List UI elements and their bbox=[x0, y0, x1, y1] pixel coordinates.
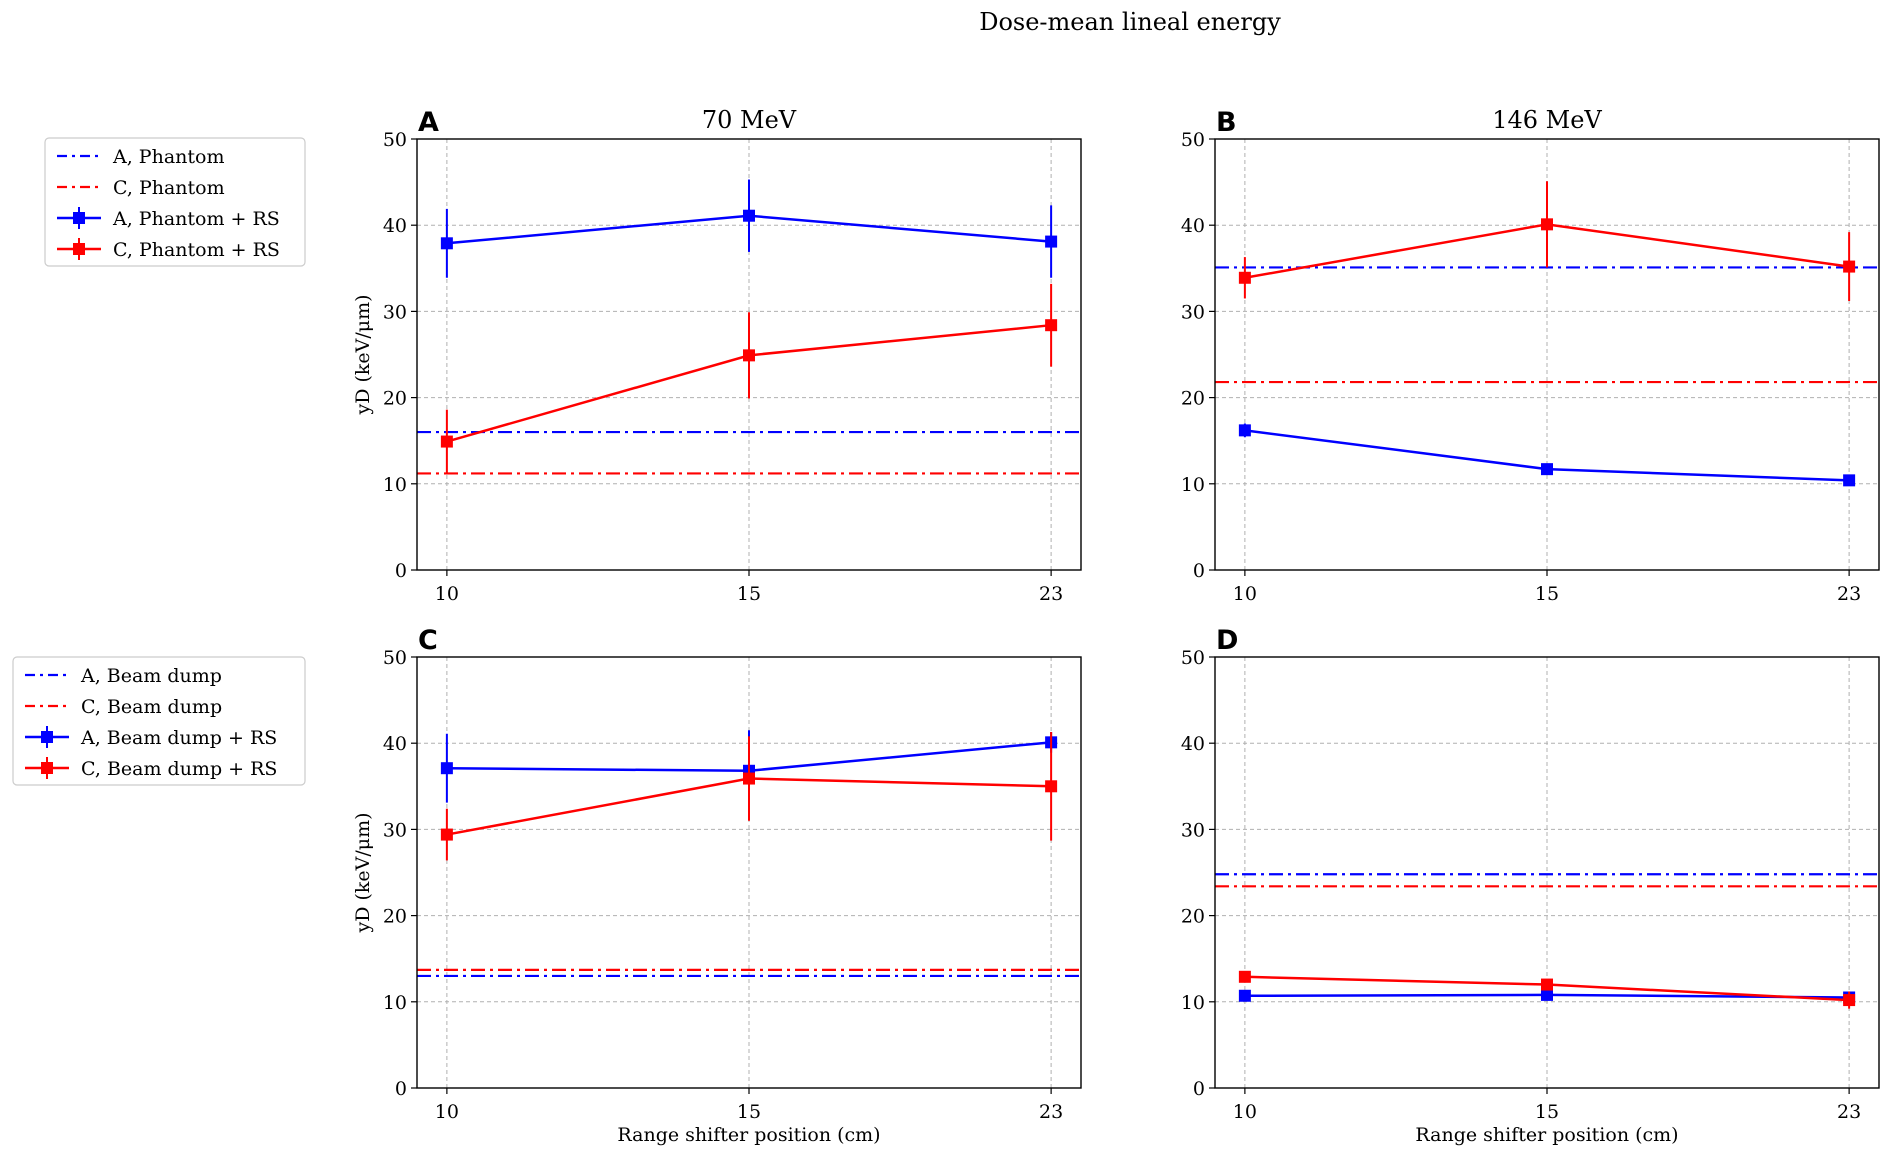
y-tick-label: 20 bbox=[1181, 906, 1205, 928]
y-tick-label: 40 bbox=[1181, 215, 1205, 237]
legend-frame bbox=[44, 137, 306, 267]
data-point bbox=[1541, 218, 1553, 231]
panel-letter: A bbox=[418, 107, 439, 138]
data-point bbox=[1541, 463, 1553, 476]
y-tick-label: 0 bbox=[395, 560, 407, 582]
panel-c: 0 10 20 30 40 50 10 15 23 CyD (keV/μm) Range shift… bbox=[352, 625, 1082, 1146]
y-axis-label: yD (keV/μm) bbox=[352, 294, 374, 415]
panel-letter: D bbox=[1216, 625, 1238, 656]
y-tick-label: 20 bbox=[383, 906, 407, 928]
x-tick-label: 10 bbox=[435, 583, 459, 605]
y-tick-label: 40 bbox=[1181, 733, 1205, 755]
y-tick-label: 30 bbox=[383, 301, 407, 323]
legend-bottom: A, Beam dump C, Beam dump A, Beam dump + R… bbox=[12, 656, 306, 786]
y-tick-label: 30 bbox=[383, 819, 407, 841]
legends: A, Phantom C, Phantom A, Phantom + RS C, Ph… bbox=[12, 137, 306, 786]
x-tick-label: 10 bbox=[1233, 583, 1257, 605]
y-axis-label: yD (keV/μm) bbox=[352, 812, 374, 933]
panel-letter: B bbox=[1216, 107, 1237, 138]
figure-title: Dose-mean lineal energy bbox=[979, 8, 1281, 36]
legend-label: A, Phantom bbox=[112, 146, 224, 168]
data-point bbox=[440, 435, 453, 448]
data-point bbox=[1045, 319, 1058, 332]
y-tick-label: 10 bbox=[1181, 474, 1205, 496]
x-tick-label: 23 bbox=[1039, 1101, 1063, 1123]
data-point bbox=[1843, 994, 1856, 1007]
data-point bbox=[1843, 260, 1856, 273]
x-tick-label: 10 bbox=[1233, 1101, 1257, 1123]
x-axis-label: Range shifter position (cm) bbox=[1415, 1124, 1678, 1146]
panel-title: 70 MeV bbox=[702, 106, 797, 134]
y-tick-label: 10 bbox=[383, 474, 407, 496]
data-point bbox=[743, 772, 755, 785]
y-tick-label: 10 bbox=[1181, 992, 1205, 1014]
panel-b: 0 10 20 30 40 50 10 15 23 B 146 MeV bbox=[1181, 106, 1880, 605]
data-point bbox=[1045, 235, 1058, 248]
legend-label: C, Phantom + RS bbox=[113, 239, 280, 261]
legend-label: A, Beam dump bbox=[80, 665, 222, 687]
y-tick-label: 20 bbox=[1181, 388, 1205, 410]
panel-letter: C bbox=[418, 625, 438, 656]
legend-label: C, Beam dump bbox=[81, 696, 222, 718]
legend-label: A, Beam dump + RS bbox=[80, 727, 277, 749]
y-tick-label: 50 bbox=[1181, 647, 1205, 669]
x-tick-label: 23 bbox=[1039, 583, 1063, 605]
x-tick-label: 23 bbox=[1837, 1101, 1861, 1123]
data-point bbox=[440, 762, 453, 775]
legend-swatch-marker bbox=[41, 762, 53, 774]
legend-frame bbox=[12, 656, 306, 786]
x-axis-label: Range shifter position (cm) bbox=[617, 1124, 880, 1146]
panel-a: 0 10 20 30 40 50 10 15 23 A 70 MeV yD (keV/μm) bbox=[352, 106, 1082, 605]
x-tick-label: 23 bbox=[1837, 583, 1861, 605]
y-tick-label: 0 bbox=[1193, 1078, 1205, 1100]
data-point bbox=[1238, 271, 1251, 284]
data-point bbox=[1843, 474, 1856, 487]
panel-title: 146 MeV bbox=[1492, 106, 1602, 134]
y-tick-label: 30 bbox=[1181, 819, 1205, 841]
data-point bbox=[440, 828, 453, 841]
x-tick-label: 15 bbox=[1535, 583, 1559, 605]
data-point bbox=[1045, 780, 1058, 793]
x-tick-label: 15 bbox=[1535, 1101, 1559, 1123]
data-point bbox=[743, 349, 755, 362]
legend-label: C, Beam dump + RS bbox=[81, 758, 277, 780]
legend-label: C, Phantom bbox=[113, 177, 225, 199]
y-tick-label: 50 bbox=[1181, 129, 1205, 151]
legend-top: A, Phantom C, Phantom A, Phantom + RS C, Ph… bbox=[44, 137, 306, 267]
data-point bbox=[743, 209, 755, 222]
y-tick-label: 40 bbox=[383, 733, 407, 755]
legend-swatch-marker bbox=[41, 731, 53, 743]
y-tick-label: 30 bbox=[1181, 301, 1205, 323]
x-tick-label: 15 bbox=[737, 583, 761, 605]
data-point bbox=[1541, 978, 1553, 991]
x-tick-label: 10 bbox=[435, 1101, 459, 1123]
data-point bbox=[1238, 424, 1251, 437]
data-point bbox=[1238, 970, 1251, 983]
y-tick-label: 50 bbox=[383, 129, 407, 151]
legend-swatch-marker bbox=[73, 243, 85, 255]
y-tick-label: 10 bbox=[383, 992, 407, 1014]
y-tick-label: 0 bbox=[395, 1078, 407, 1100]
x-tick-label: 15 bbox=[737, 1101, 761, 1123]
panel-d: 0 10 20 30 40 50 10 15 23 D Range shifter position… bbox=[1181, 625, 1880, 1146]
y-tick-label: 0 bbox=[1193, 560, 1205, 582]
legend-label: A, Phantom + RS bbox=[112, 208, 280, 230]
panels: 0 10 20 30 40 50 10 15 23 A 70 MeV yD (keV/μm) 0 10 20… bbox=[352, 106, 1880, 1146]
data-point bbox=[1541, 988, 1553, 1001]
legend-swatch-marker bbox=[73, 212, 85, 224]
y-tick-label: 40 bbox=[383, 215, 407, 237]
y-tick-label: 20 bbox=[383, 388, 407, 410]
y-tick-label: 50 bbox=[383, 647, 407, 669]
data-point bbox=[1238, 989, 1251, 1002]
data-point bbox=[440, 237, 453, 250]
